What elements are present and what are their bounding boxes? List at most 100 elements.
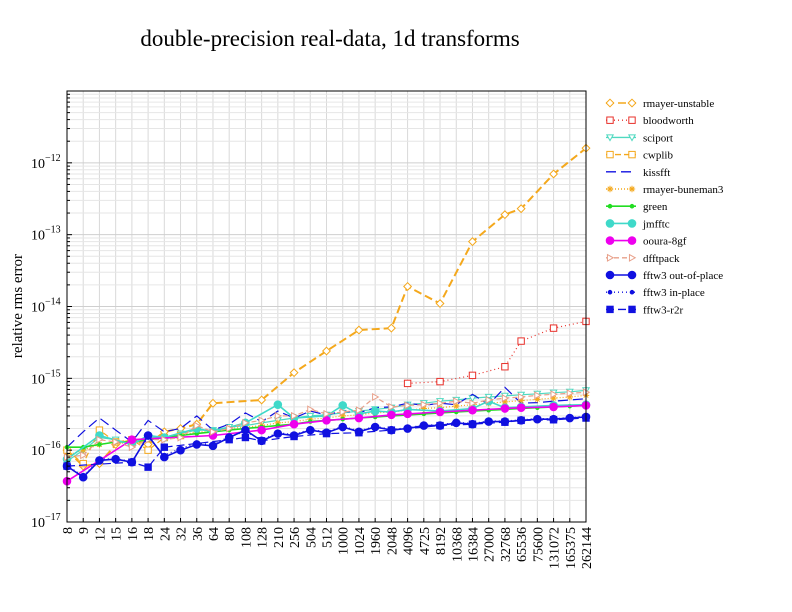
data-point [113,456,118,462]
data-point [322,429,331,438]
x-tick-label: 128 [256,527,271,548]
data-point [436,399,445,408]
series-fftw3-r2r [63,414,590,471]
legend-marker [606,185,614,193]
y-tick-label: 10−15 [31,368,61,387]
x-tick-label: 32 [175,527,190,541]
data-point [435,407,445,417]
data-point [307,405,315,414]
data-point [517,416,525,425]
legend-marker [605,219,615,228]
data-point [275,430,281,436]
data-point [501,418,509,426]
x-tick-label: 1000 [337,527,352,555]
x-tick-label: 32768 [499,527,514,562]
x-tick-label: 8192 [434,527,449,555]
data-point [339,407,347,417]
x-tick-label: 12 [93,527,108,541]
axes: 10−17 10−16 10−15 10−14 10−13 10−12 8 9 12 15 16 18… [31,93,595,569]
data-point [79,459,87,468]
x-tick-label: 1960 [369,527,384,555]
data-point [549,416,558,424]
legend-marker [627,270,637,280]
legend-label: fftw3 in-place [643,287,705,299]
data-point [273,400,283,409]
data-point [468,371,477,380]
legend-marker [605,270,615,280]
legend-marker [607,289,613,295]
data-point [516,204,526,214]
data-point [516,403,526,413]
data-point [420,400,429,409]
data-point [289,368,299,378]
data-point [339,412,346,420]
data-point [80,474,86,479]
data-point [307,427,313,432]
data-point [501,394,510,403]
data-point [468,395,477,403]
series-line [66,391,587,458]
data-point [566,389,575,398]
x-tick-label: 8 [61,527,76,534]
data-point [321,346,332,356]
legend-marker [606,116,614,124]
data-point [534,396,541,403]
data-point [549,169,559,179]
data-point [291,411,299,420]
data-point [500,210,510,220]
legend-marker [627,219,637,228]
data-point [486,418,491,424]
legend-label: dfftpack [643,253,680,265]
data-point [549,324,558,332]
x-tick-label: 262144 [580,527,595,569]
data-point [469,399,477,408]
data-point [372,392,380,402]
data-point [162,452,167,458]
data-point [274,411,283,420]
legend-marker [606,305,614,314]
x-tick-label: 165375 [564,527,579,569]
grid [67,91,586,522]
x-tick-label: 18 [142,527,157,541]
series-line [407,320,587,384]
legend-label: ooura-8gf [643,236,687,248]
data-point [128,458,136,466]
y-tick-label: 10−14 [31,297,61,316]
x-tick-label: 65536 [515,527,530,562]
legend-label: sciport [643,132,673,144]
x-tick-label: 4096 [402,527,417,555]
legend-marker [606,253,615,262]
legend-item: dfftpack [606,253,680,265]
data-point [468,420,477,428]
data-point [518,392,526,402]
data-point [403,281,413,291]
legend-item: bloodworth [606,115,694,127]
data-point [501,363,509,371]
data-point [404,401,412,410]
data-point [388,402,396,411]
series-layer [62,143,591,486]
data-point [127,435,137,444]
data-point [485,395,493,405]
data-point [144,446,152,454]
legend-item: kissfft [606,167,670,179]
data-point [257,437,266,445]
data-point [567,415,573,420]
data-point [97,456,102,462]
data-point [290,432,298,441]
x-tick-label: 24 [158,527,173,541]
legend-item: fftw3-r2r [606,304,683,316]
legend-marker [628,253,637,262]
legend-label: fftw3 out-of-place [643,270,723,282]
x-tick-label: 64 [207,527,222,541]
y-tick-label: 10−13 [31,225,61,244]
chart-title: double-precision real-data, 1d transform… [140,26,520,51]
legend-marker [605,98,615,108]
data-point [403,379,412,388]
data-point [226,424,234,433]
data-point [193,421,201,430]
x-tick-label: 1024 [353,527,368,555]
data-point [354,325,364,335]
legend-label: rmayer-unstable [643,98,714,110]
data-point [177,433,185,442]
